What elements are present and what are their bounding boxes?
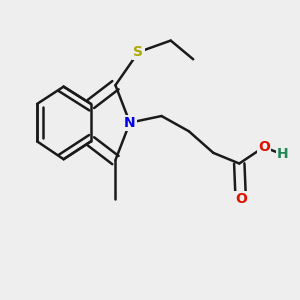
Text: O: O [235,192,247,206]
Text: S: S [134,45,143,59]
Text: O: O [258,140,270,154]
Text: N: N [124,116,136,130]
Text: H: H [277,147,288,161]
